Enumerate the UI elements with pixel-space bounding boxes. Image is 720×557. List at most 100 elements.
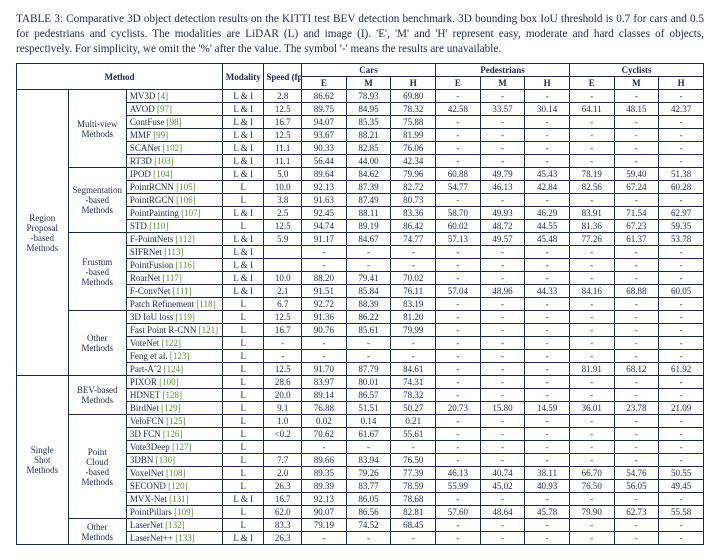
modality-cell: L [223, 519, 264, 532]
value-cell: 55.61 [391, 428, 436, 441]
value-cell: - [525, 415, 570, 428]
value-cell: - [480, 350, 525, 363]
value-cell: 60.05 [659, 285, 704, 298]
method-name: PointFusion [116] [126, 259, 222, 272]
value-cell: 67.23 [614, 220, 659, 233]
modality-cell: L [223, 311, 264, 324]
value-cell: - [614, 532, 659, 545]
value-cell: 70.62 [302, 428, 347, 441]
modality-cell: L [223, 428, 264, 441]
method-name: Patch Refinement [118] [126, 298, 222, 311]
speed-cell: 26.3 [264, 532, 302, 545]
speed-cell: 20.0 [264, 389, 302, 402]
subgroup-label: BEV-basedMethods [68, 376, 126, 415]
modality-cell: L [223, 350, 264, 363]
value-cell: 48.15 [614, 103, 659, 116]
value-cell: 86.22 [346, 311, 391, 324]
value-cell: - [569, 376, 614, 389]
value-cell: - [346, 259, 391, 272]
value-cell: 53.78 [659, 233, 704, 246]
value-cell: 90.33 [302, 142, 347, 155]
value-cell: 78.68 [391, 493, 436, 506]
value-cell: - [302, 350, 347, 363]
value-cell: - [436, 272, 481, 285]
speed-cell: 12.5 [264, 311, 302, 324]
value-cell: 92.13 [302, 493, 347, 506]
value-cell: 91.70 [302, 363, 347, 376]
value-cell: - [569, 532, 614, 545]
value-cell: 91.36 [302, 311, 347, 324]
value-cell: - [480, 246, 525, 259]
value-cell: 61.37 [614, 233, 659, 246]
value-cell: 54.76 [614, 467, 659, 480]
value-cell: 92.72 [302, 298, 347, 311]
subgroup-label: Frustum-basedMethods [68, 233, 126, 311]
value-cell: - [436, 311, 481, 324]
speed-cell: 26.3 [264, 480, 302, 493]
value-cell: - [569, 116, 614, 129]
value-cell: - [302, 441, 347, 454]
value-cell: - [391, 350, 436, 363]
value-cell: 85.61 [346, 324, 391, 337]
value-cell: 88.21 [346, 129, 391, 142]
value-cell: - [436, 454, 481, 467]
value-cell: - [659, 389, 704, 402]
value-cell: 42.84 [525, 181, 570, 194]
value-cell: - [480, 116, 525, 129]
value-cell: - [346, 441, 391, 454]
speed-cell: 1.0 [264, 415, 302, 428]
subgroup-label: OtherMethods [68, 311, 126, 376]
modality-cell: L [223, 337, 264, 350]
value-cell: 79.99 [391, 324, 436, 337]
method-name: PointPillars [109] [126, 506, 222, 519]
value-cell: - [614, 350, 659, 363]
method-name: LaserNet [132] [126, 519, 222, 532]
table-row: OtherMethodsLaserNet [132]L83.379.1974.5… [17, 519, 704, 532]
value-cell: - [525, 259, 570, 272]
value-cell: - [436, 376, 481, 389]
value-cell: - [659, 311, 704, 324]
value-cell: 89.64 [302, 168, 347, 181]
value-cell: - [436, 493, 481, 506]
value-cell: - [614, 454, 659, 467]
hdr-e: E [302, 77, 347, 90]
value-cell: - [525, 519, 570, 532]
value-cell: - [480, 142, 525, 155]
value-cell: 91.51 [302, 285, 347, 298]
value-cell: - [525, 116, 570, 129]
value-cell: 89.35 [302, 467, 347, 480]
method-name: SECOND [120] [126, 480, 222, 493]
speed-cell: 5.0 [264, 168, 302, 181]
value-cell: 91.17 [302, 233, 347, 246]
value-cell: - [614, 129, 659, 142]
value-cell: - [659, 376, 704, 389]
modality-cell: L & I [223, 493, 264, 506]
value-cell: - [659, 441, 704, 454]
value-cell: 89.75 [302, 103, 347, 116]
value-cell: - [436, 532, 481, 545]
group-label: SingleShotMethods [17, 376, 69, 545]
value-cell: 88.20 [302, 272, 347, 285]
speed-cell: 28.6 [264, 376, 302, 389]
value-cell: - [614, 90, 659, 103]
hdr-cyc: Cyclists [569, 64, 703, 77]
value-cell: - [436, 116, 481, 129]
value-cell: 76.50 [391, 454, 436, 467]
method-name: Part-Aˆ2 [124] [126, 363, 222, 376]
table-row: SingleShotMethodsBEV-basedMethodsPIXOR [… [17, 376, 704, 389]
value-cell: 78.19 [569, 168, 614, 181]
value-cell: - [614, 246, 659, 259]
modality-cell: L & I [223, 272, 264, 285]
value-cell: 82.72 [391, 181, 436, 194]
speed-cell: 16.7 [264, 493, 302, 506]
value-cell: - [436, 519, 481, 532]
table-row: PointCloud-basedMethodsVeloFCN [125]L1.0… [17, 415, 704, 428]
value-cell: 85.35 [346, 116, 391, 129]
value-cell: 84.61 [391, 363, 436, 376]
modality-cell: L & I [223, 246, 264, 259]
hdr-m: M [614, 77, 659, 90]
value-cell: - [614, 142, 659, 155]
value-cell: - [525, 532, 570, 545]
value-cell: - [569, 194, 614, 207]
method-name: MV3D [4] [126, 90, 222, 103]
